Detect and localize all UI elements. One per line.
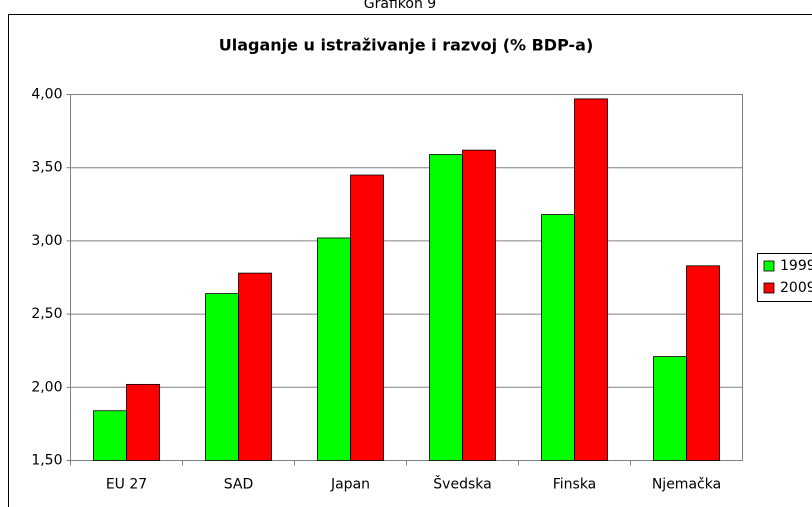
bar xyxy=(238,272,272,461)
bar xyxy=(317,237,351,461)
x-tick-label: EU 27 xyxy=(106,477,147,493)
y-tick-label: 3,50 xyxy=(31,160,62,176)
caption: Grafikon 9 xyxy=(364,0,436,12)
bar xyxy=(350,174,384,461)
x-tick-label: SAD xyxy=(224,477,254,493)
legend-swatch xyxy=(763,282,775,294)
x-tick-label: Japan xyxy=(330,477,370,493)
bar xyxy=(126,383,160,461)
bar xyxy=(429,154,463,461)
bar xyxy=(93,410,127,461)
bar xyxy=(574,98,608,461)
bar xyxy=(205,293,239,461)
chart-title: Ulaganje u istraživanje i razvoj (% BDP-… xyxy=(219,36,594,55)
x-tick-label: Finska xyxy=(553,477,597,493)
x-tick-label: Njemačka xyxy=(652,477,721,493)
legend-swatch xyxy=(763,260,775,272)
y-tick-label: 1,50 xyxy=(31,453,62,469)
y-tick-label: 2,00 xyxy=(31,379,62,395)
bar xyxy=(462,149,496,461)
y-tick-label: 3,00 xyxy=(31,233,62,249)
y-tick-label: 4,00 xyxy=(31,87,62,103)
plot-area xyxy=(70,94,743,461)
bar xyxy=(686,265,720,461)
y-tick-label: 2,50 xyxy=(31,306,62,322)
x-tick-label: Švedska xyxy=(433,475,491,493)
bar xyxy=(653,356,687,461)
legend-label: 2009 xyxy=(780,280,812,296)
legend-label: 1999 xyxy=(780,258,812,274)
bar xyxy=(541,214,575,461)
